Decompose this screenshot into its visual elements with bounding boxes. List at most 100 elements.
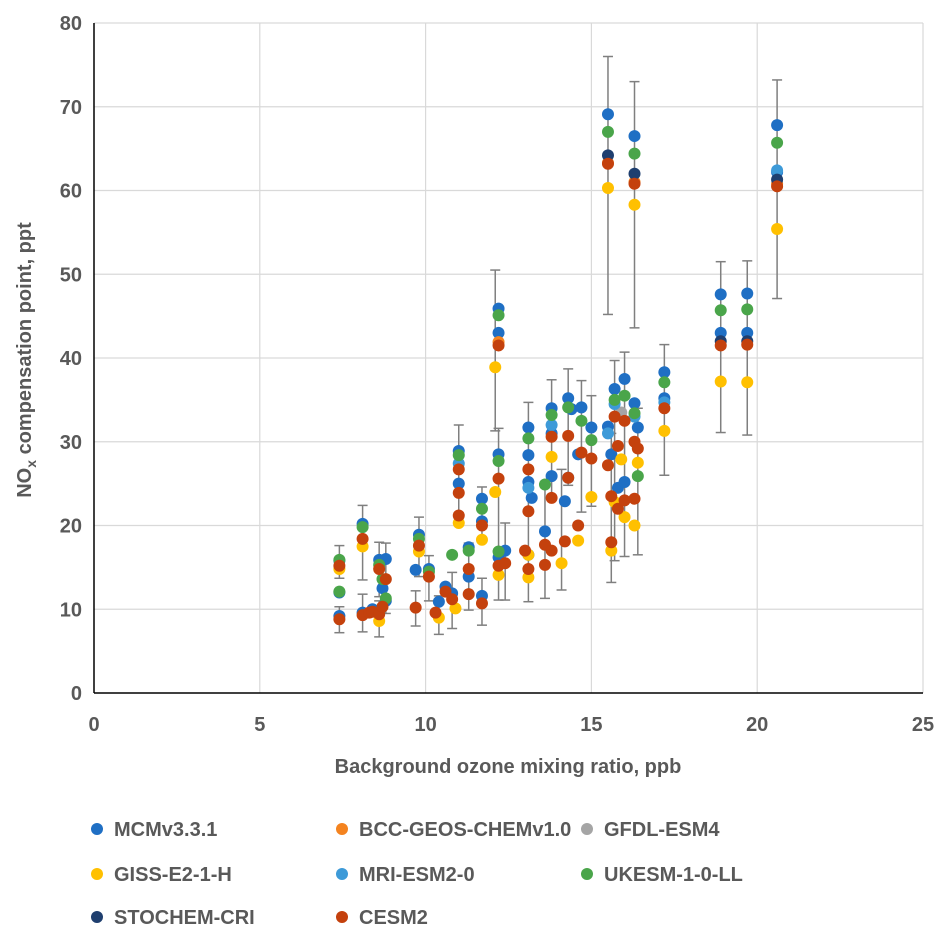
data-point xyxy=(608,393,621,406)
gridlines xyxy=(94,22,924,693)
data-point xyxy=(631,442,644,455)
legend-label: MCMv3.3.1 xyxy=(114,819,217,841)
data-point xyxy=(412,539,425,552)
data-point xyxy=(432,595,445,608)
legend-item: STOCHEM-CRI xyxy=(91,907,255,928)
data-point xyxy=(452,449,465,462)
data-point xyxy=(628,198,641,211)
data-point xyxy=(741,326,754,339)
x-tick-label: 20 xyxy=(746,714,768,736)
y-axis-title: NOx compensation point, ppt xyxy=(14,222,39,498)
legend-item: UKESM-1-0-LL xyxy=(581,864,743,886)
data-point xyxy=(601,181,614,194)
data-point xyxy=(538,478,551,491)
data-point xyxy=(618,475,631,488)
data-point xyxy=(585,491,598,504)
legend-marker xyxy=(581,868,593,880)
data-point xyxy=(658,402,671,415)
data-point xyxy=(489,486,502,498)
data-point xyxy=(771,119,784,132)
y-axis-title-subscript: x xyxy=(23,460,39,468)
data-point xyxy=(522,481,535,494)
data-point xyxy=(562,471,575,484)
data-point xyxy=(492,545,505,558)
data-point xyxy=(446,548,459,561)
y-axis-title-rest: compensation point, ppt xyxy=(14,222,36,460)
legend-label: GISS-E2-1-H xyxy=(114,864,232,886)
legend-label: CESM2 xyxy=(359,907,428,928)
error-bar xyxy=(586,394,597,507)
data-point xyxy=(618,511,631,524)
data-point xyxy=(741,376,754,389)
data-point xyxy=(545,544,558,557)
legend-marker xyxy=(91,823,103,835)
legend-item: CESM2 xyxy=(336,907,428,928)
data-point xyxy=(545,408,558,421)
data-point xyxy=(601,157,614,170)
data-point xyxy=(522,571,535,584)
data-point xyxy=(771,180,784,193)
data-point xyxy=(525,491,538,504)
legend-marker xyxy=(336,823,348,835)
data-point xyxy=(555,557,568,570)
data-point xyxy=(462,563,475,576)
data-point xyxy=(475,502,488,515)
data-point xyxy=(562,401,575,414)
data-point xyxy=(631,470,644,483)
data-point xyxy=(714,339,727,352)
data-point xyxy=(492,339,505,352)
legend-label: MRI-ESM2-0 xyxy=(359,864,475,886)
data-point xyxy=(714,288,727,301)
data-point xyxy=(618,372,631,385)
data-point xyxy=(492,455,505,468)
data-point xyxy=(379,573,392,586)
data-point xyxy=(605,544,618,557)
data-point xyxy=(608,382,621,395)
data-point xyxy=(356,521,369,534)
data-point xyxy=(545,470,558,483)
data-point xyxy=(615,453,628,466)
data-point xyxy=(628,177,641,190)
data-point xyxy=(741,303,754,316)
legend-marker xyxy=(91,868,103,880)
data-point xyxy=(492,472,505,485)
data-point xyxy=(771,136,784,149)
data-point xyxy=(409,563,422,576)
y-axis-title-main: NO xyxy=(14,468,36,498)
data-point xyxy=(492,568,505,581)
y-tick-label: 20 xyxy=(60,516,82,538)
data-point xyxy=(522,449,535,462)
data-point xyxy=(714,375,727,388)
data-point xyxy=(558,535,571,548)
error-bar xyxy=(556,468,567,591)
data-point xyxy=(601,149,614,162)
data-point xyxy=(575,446,588,459)
data-point xyxy=(631,456,644,469)
data-point xyxy=(628,492,641,505)
data-point xyxy=(714,326,727,339)
data-point xyxy=(562,392,575,405)
series-cesm2 xyxy=(333,157,784,626)
data-point xyxy=(611,439,624,452)
data-point xyxy=(771,223,784,236)
data-point xyxy=(605,536,618,549)
legend-marker xyxy=(336,911,348,923)
data-point xyxy=(601,427,614,440)
axes xyxy=(93,23,923,694)
data-point xyxy=(492,326,505,339)
legend-item: BCC-GEOS-CHEMv1.0 xyxy=(336,819,571,841)
legend-item: MCMv3.3.1 xyxy=(91,819,217,841)
data-point xyxy=(628,130,641,143)
y-tick-label: 80 xyxy=(60,13,82,35)
data-point xyxy=(545,491,558,504)
data-point xyxy=(658,424,671,437)
data-point xyxy=(741,338,754,351)
data-point xyxy=(333,613,346,626)
data-point xyxy=(628,519,641,532)
data-point xyxy=(771,164,784,177)
legend-item: MRI-ESM2-0 xyxy=(336,864,475,886)
data-point xyxy=(628,167,641,180)
x-tick-label: 10 xyxy=(414,714,436,736)
data-point xyxy=(605,490,618,503)
